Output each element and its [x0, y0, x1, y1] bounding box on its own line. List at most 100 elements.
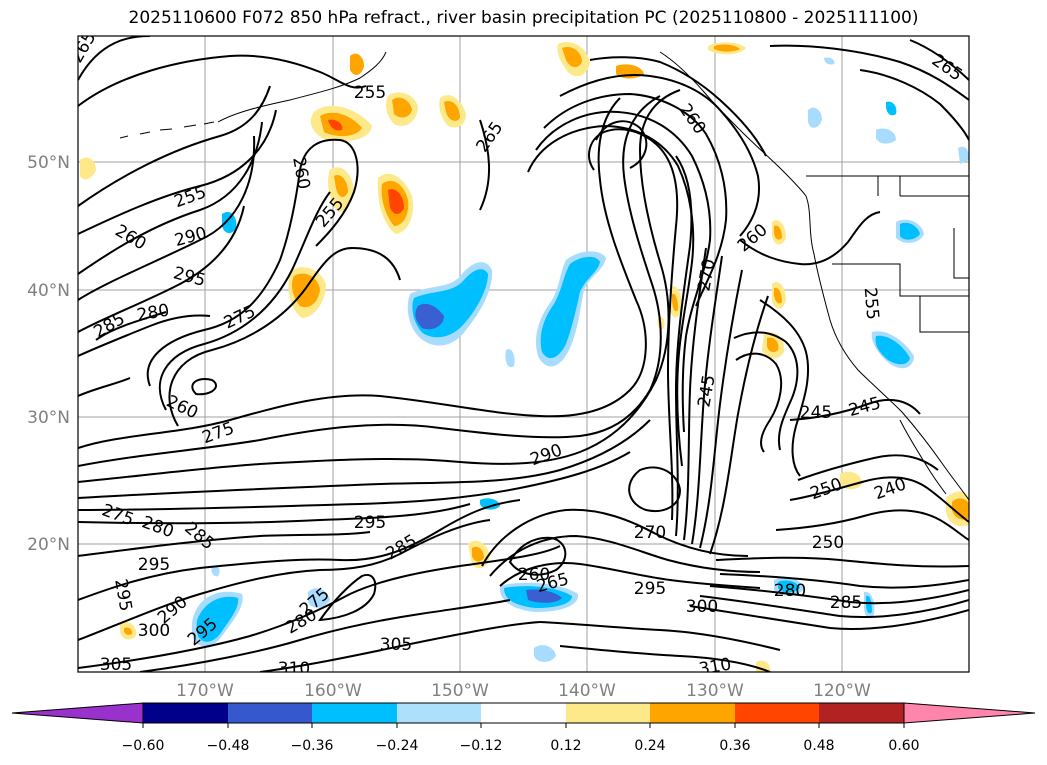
colorbar-bin: [397, 703, 481, 723]
precip-anomaly-patch: [222, 211, 237, 234]
colorbar-tick-label: −0.36: [291, 738, 334, 754]
colorbar-tick-label: 0.48: [803, 738, 834, 754]
precip-anomaly-patch: [774, 225, 782, 240]
lat-label: 50°N: [27, 153, 70, 173]
contour-line: [683, 247, 707, 541]
colorbar-bin: [481, 703, 566, 723]
colorbar-bin: [650, 703, 735, 723]
contour-line: [78, 135, 256, 301]
north-america-west-coast: [805, 195, 969, 501]
us-state-lines: [832, 176, 969, 333]
contour-line: [559, 645, 771, 672]
colorbar-bin: [819, 703, 904, 723]
precip-anomaly-patch: [415, 303, 444, 330]
refractivity-contours: [78, 36, 969, 672]
contour-line: [543, 92, 728, 307]
precip-anomaly-patch: [562, 46, 582, 68]
contour-line: [715, 556, 969, 568]
precip-anomaly-patch: [334, 174, 348, 197]
precip-positive-anomalies: [80, 42, 969, 672]
precip-anomaly-patch: [540, 256, 600, 359]
colorbar-tick-labels: −0.60 −0.48 −0.36 −0.24 −0.12 0.12 0.24 …: [122, 738, 920, 754]
contour-line: [735, 352, 783, 453]
precip-anomaly-patch: [952, 498, 969, 520]
contour-line: [78, 377, 131, 397]
colorbar-tick-label: −0.48: [207, 738, 250, 754]
contour-line: [739, 211, 881, 266]
colorbar-bin: [228, 703, 312, 723]
colorbar: −0.60 −0.48 −0.36 −0.24 −0.12 0.12 0.24 …: [11, 702, 1036, 754]
precip-anomaly-patch: [472, 546, 484, 562]
contour-line: [78, 419, 651, 499]
colorbar-tick-label: −0.12: [460, 738, 503, 754]
contour-line: [789, 398, 921, 421]
precip-negative-anomalies: [191, 57, 969, 662]
contour-line: [775, 509, 969, 541]
contour-label: 305: [380, 635, 412, 655]
lat-label: 30°N: [27, 408, 70, 428]
map-frame: [77, 35, 970, 673]
contour-line: [859, 69, 969, 141]
lat-label: 20°N: [27, 535, 70, 555]
contour-line: [78, 503, 471, 525]
precip-anomaly-patch: [534, 645, 556, 662]
contour-label: 295: [138, 555, 170, 575]
precip-anomaly-patch: [388, 189, 404, 214]
contour-line: [589, 56, 767, 157]
lon-label: 150°W: [431, 681, 489, 701]
contour-line: [733, 331, 799, 451]
lon-label: 170°W: [176, 681, 234, 701]
contour-label: 305: [100, 655, 132, 675]
lon-label: 160°W: [304, 681, 362, 701]
contour-line: [797, 454, 939, 481]
contour-line: [489, 534, 761, 577]
contour-line: [78, 54, 367, 107]
contour-line: [674, 155, 693, 537]
precip-anomaly-patch: [196, 596, 239, 642]
precip-anomaly-patch: [886, 101, 897, 116]
precip-anomaly-patch: [328, 119, 343, 131]
contour-line: [78, 97, 647, 449]
map-panel: 265 255 265 260 265 255 260 255 290 260 …: [77, 35, 970, 679]
contour-line: [168, 246, 401, 427]
colorbar-bin: [566, 703, 650, 723]
contour-line: [78, 519, 491, 641]
contour-line: [78, 205, 245, 333]
lat-label: 40°N: [27, 281, 70, 301]
colorbar-tick-label: 0.24: [634, 738, 665, 754]
contour-line: [158, 191, 331, 411]
contour-line: [499, 562, 761, 589]
contour-line: [709, 295, 769, 555]
precip-anomaly-patch: [480, 498, 500, 510]
precip-anomaly-patch: [292, 273, 320, 308]
contour-label: 280: [774, 581, 806, 601]
precip-anomaly-patch: [444, 100, 460, 121]
precip-anomaly-patch: [80, 157, 96, 180]
precip-anomaly-patch: [526, 589, 562, 603]
contour-label: 310: [278, 659, 310, 679]
contour-line: [78, 451, 631, 511]
colorbar-bin: [312, 703, 397, 723]
contour-label: 270: [634, 523, 666, 543]
contour-label: 310: [697, 654, 732, 679]
aleutian-islands: [119, 121, 215, 139]
precip-anomaly-patch: [824, 57, 835, 65]
colorbar-tick-label: 0.60: [888, 738, 919, 754]
contour-label: 255: [354, 83, 386, 103]
lon-label: 130°W: [686, 681, 744, 701]
contour-label: 285: [830, 593, 862, 613]
contour-line: [588, 128, 679, 521]
contour-line: [699, 595, 969, 619]
contour-line: [78, 89, 681, 483]
contour-label: 300: [686, 597, 718, 617]
precip-anomaly-patch: [958, 146, 969, 164]
colorbar-bin: [735, 703, 819, 723]
contour-label: 255: [860, 287, 883, 321]
contour-line: [699, 269, 743, 549]
contour-line: [539, 621, 781, 651]
contour-line: [191, 378, 217, 396]
precip-anomaly-patch: [778, 580, 800, 593]
baja-california: [899, 419, 947, 495]
colorbar-tick-label: 0.36: [719, 738, 750, 754]
precip-anomaly-patch: [875, 335, 910, 365]
